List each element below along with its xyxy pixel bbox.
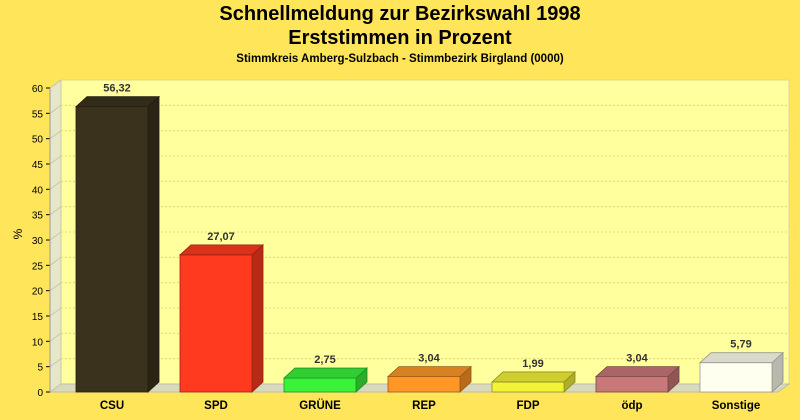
y-axis-label: % (11, 228, 25, 239)
x-tick-label: SPD (204, 400, 228, 412)
side-grid-line (49, 155, 62, 165)
y-tick-label: 20 (32, 287, 44, 298)
bar-top (490, 371, 577, 383)
side-grid-line (49, 206, 62, 216)
y-tick-label: 45 (32, 160, 44, 171)
bar-front (387, 376, 461, 393)
side-grid-line (49, 358, 62, 368)
bar-front (179, 254, 253, 393)
chart-title-2: Erststimmen in Prozent (288, 27, 512, 49)
side-grid-line (49, 79, 62, 89)
x-tick-label: GRÜNE (299, 399, 341, 412)
data-label: 3,04 (418, 353, 440, 365)
data-label: 1,99 (522, 358, 543, 370)
bar-grüne: 2,75 (282, 354, 369, 393)
y-tick-label: 50 (32, 135, 44, 146)
side-grid-line (49, 231, 62, 241)
bar-top (698, 352, 785, 364)
y-tick-label: 15 (32, 312, 44, 323)
side-grid-line (49, 130, 62, 140)
side-grid-line (49, 104, 62, 114)
y-tick-label: 35 (32, 211, 44, 222)
x-tick-label: ödp (621, 400, 642, 412)
side-grid-line (49, 180, 62, 190)
x-tick-label: REP (412, 400, 436, 412)
chart-title: Schnellmeldung zur Bezirkswahl 1998 (219, 3, 581, 25)
bar-top (282, 367, 369, 379)
bars: 56,32 27,07 2,75 3,04 1,99 3,04 5,79 (74, 83, 785, 393)
bar-side (251, 243, 264, 393)
bar-csu: 56,32 (74, 83, 161, 393)
bar-top (74, 96, 161, 108)
data-label: 3,04 (626, 353, 648, 365)
x-tick-label: FDP (517, 400, 540, 412)
bar-front (491, 381, 565, 393)
side-grid-line (49, 256, 62, 266)
side-grid-line (49, 307, 62, 317)
bar-front (283, 377, 357, 393)
bar-spd: 27,07 (178, 231, 265, 393)
bar-side (147, 95, 160, 393)
y-tick-label: 30 (32, 236, 44, 247)
y-axis-ticks: 0 5 10 15 20 25 30 35 40 45 50 55 60 (32, 84, 51, 399)
y-tick-label: 60 (32, 84, 44, 95)
x-tick-label: CSU (100, 400, 124, 412)
data-label: 27,07 (207, 231, 235, 243)
y-tick-label: 10 (32, 337, 44, 348)
chart-subtitle: Stimmkreis Amberg-Sulzbach - Stimmbezirk… (236, 53, 564, 65)
data-label: 5,79 (730, 339, 751, 351)
y-tick-label: 0 (37, 388, 43, 399)
bar-fdp: 1,99 (490, 358, 577, 393)
x-axis-labels: CSU SPD GRÜNE REP FDP ödp Sonstige (100, 399, 760, 412)
side-grid-line (49, 383, 62, 393)
bar-front (699, 362, 773, 393)
bar-top (594, 366, 681, 377)
bar-top (386, 366, 473, 377)
data-label: 56,32 (103, 83, 131, 95)
y-tick-label: 40 (32, 185, 44, 196)
y-tick-label: 5 (37, 363, 43, 374)
bar-front (595, 376, 669, 393)
y-tick-label: 55 (32, 109, 44, 120)
side-grid-line (49, 282, 62, 292)
bar-ödp: 3,04 (594, 353, 681, 393)
x-tick-label: Sonstige (712, 400, 761, 412)
bar-sonstige: 5,79 (698, 339, 785, 393)
bar-front (75, 106, 149, 393)
data-label: 2,75 (314, 354, 335, 366)
y-tick-label: 25 (32, 261, 44, 272)
side-grid-line (49, 332, 62, 342)
bar-top (178, 244, 265, 256)
chart-header: Schnellmeldung zur Bezirkswahl 1998 Erst… (0, 2, 800, 67)
bar-rep: 3,04 (386, 353, 473, 393)
